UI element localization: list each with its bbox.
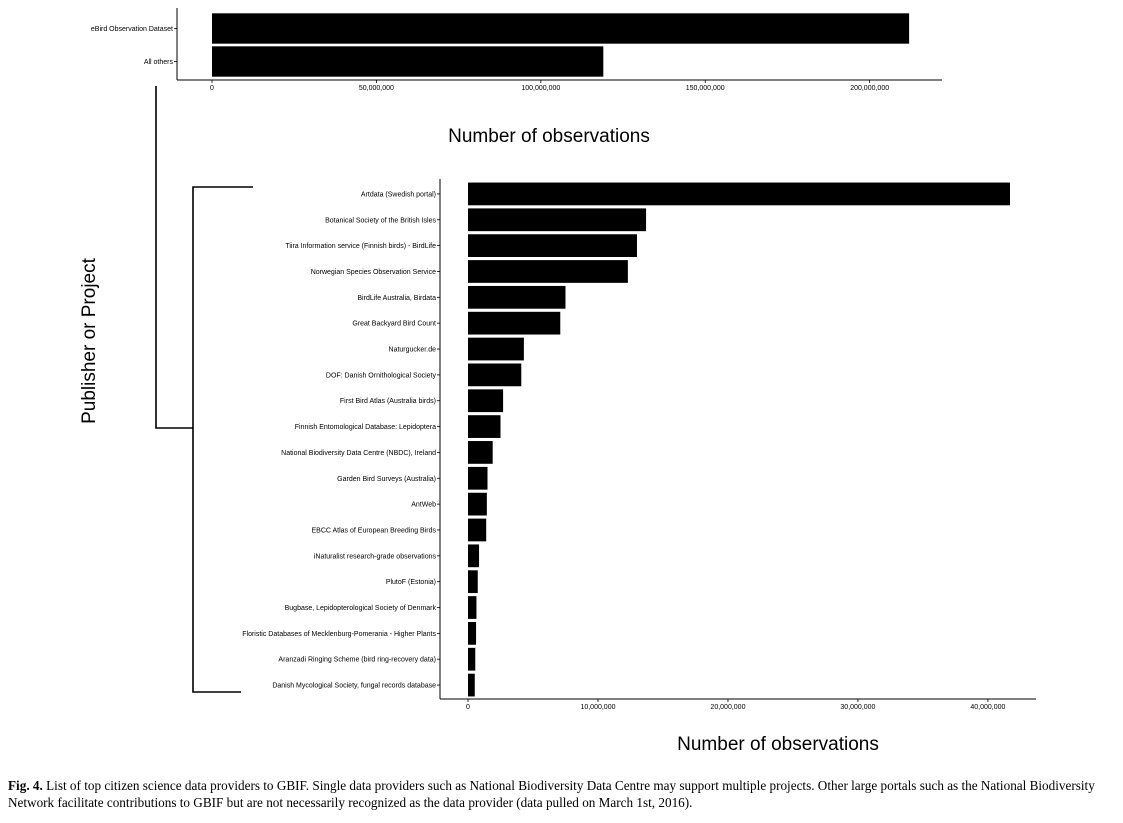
category-label: Garden Bird Surveys (Australia) <box>337 476 436 483</box>
y-axis-title: Publisher or Project <box>79 257 100 424</box>
bracket-connector <box>155 86 193 429</box>
bar-8 <box>468 389 504 413</box>
category-label: Danish Mycological Society, fungal recor… <box>272 683 436 690</box>
bracket-span <box>192 186 253 693</box>
category-label: EBCC Atlas of European Breeding Birds <box>311 527 436 534</box>
x-tick-label: 0 <box>210 85 214 92</box>
bar-7 <box>468 363 522 387</box>
category-label: Norwegian Species Observation Service <box>311 269 436 276</box>
bar-4 <box>468 285 566 309</box>
bar-2 <box>468 234 637 257</box>
bar-1 <box>212 46 604 77</box>
x-tick-label: 50,000,000 <box>359 85 394 92</box>
category-label: Tiira Information service (Finnish birds… <box>285 243 436 250</box>
bar-15 <box>468 570 478 594</box>
x-tick-label: 200,000,000 <box>850 85 889 92</box>
category-label: Great Backyard Bird Count <box>352 321 436 328</box>
category-label: National Biodiversity Data Centre (NBDC)… <box>281 450 436 457</box>
figure-caption: Fig. 4. List of top citizen science data… <box>8 777 1116 811</box>
bar-18 <box>468 647 476 671</box>
top-chart-x-axis-title: Number of observations <box>448 126 650 147</box>
x-tick-label: 30,000,000 <box>840 704 875 711</box>
bottom-chart: Artdata (Swedish portal) Botanical Societ… <box>242 179 1036 755</box>
bar-16 <box>468 596 477 619</box>
bar-19 <box>468 673 475 697</box>
category-label: Naturgucker.de <box>389 347 437 354</box>
caption-label: Fig. 4. <box>8 778 43 793</box>
bar-0 <box>468 182 1011 206</box>
x-tick-label: 150,000,000 <box>686 85 725 92</box>
caption-text: List of top citizen science data provide… <box>8 778 1095 810</box>
category-label: PlutoF (Estonia) <box>386 579 436 586</box>
bar-0 <box>212 13 910 44</box>
category-label: DOF: Danish Ornithological Society <box>326 372 437 379</box>
category-label: Artdata (Swedish portal) <box>361 191 436 198</box>
category-label: Bugbase, Lepidopterological Society of D… <box>285 605 437 612</box>
category-label: Botanical Society of the British Isles <box>325 217 436 224</box>
bar-9 <box>468 415 501 438</box>
bar-12 <box>468 492 487 516</box>
x-tick-label: 100,000,000 <box>521 85 560 92</box>
bar-11 <box>468 466 488 490</box>
bar-3 <box>468 260 628 283</box>
top-chart: eBird Observation Dataset All others 0 50,… <box>91 8 942 147</box>
x-tick-label: 0 <box>466 704 470 711</box>
bar-10 <box>468 441 493 464</box>
bar-17 <box>468 622 477 645</box>
bar-6 <box>468 337 524 361</box>
bar-14 <box>468 544 480 568</box>
category-label: Finnish Entomological Database: Lepidopt… <box>295 424 436 431</box>
category-label: BirdLife Australia, Birdata <box>357 295 436 302</box>
x-tick-label: 10,000,000 <box>580 704 615 711</box>
bottom-chart-x-axis-title: Number of observations <box>677 734 879 755</box>
category-label: eBird Observation Dataset <box>91 26 173 33</box>
category-label: iNaturalist research-grade observations <box>314 553 437 560</box>
category-label: All others <box>144 59 174 66</box>
category-label: AntWeb <box>411 502 436 509</box>
x-tick-label: 20,000,000 <box>710 704 745 711</box>
bar-13 <box>468 518 487 542</box>
category-label: First Bird Atlas (Australia birds) <box>340 398 436 405</box>
category-label: Aranzadi Ringing Scheme (bird ring-recov… <box>278 657 436 664</box>
bar-5 <box>468 311 561 335</box>
category-label: Floristic Databases of Mecklenburg-Pomer… <box>242 631 436 638</box>
x-tick-label: 40,000,000 <box>970 704 1005 711</box>
bar-1 <box>468 208 647 232</box>
breakdown-bracket <box>155 86 253 693</box>
